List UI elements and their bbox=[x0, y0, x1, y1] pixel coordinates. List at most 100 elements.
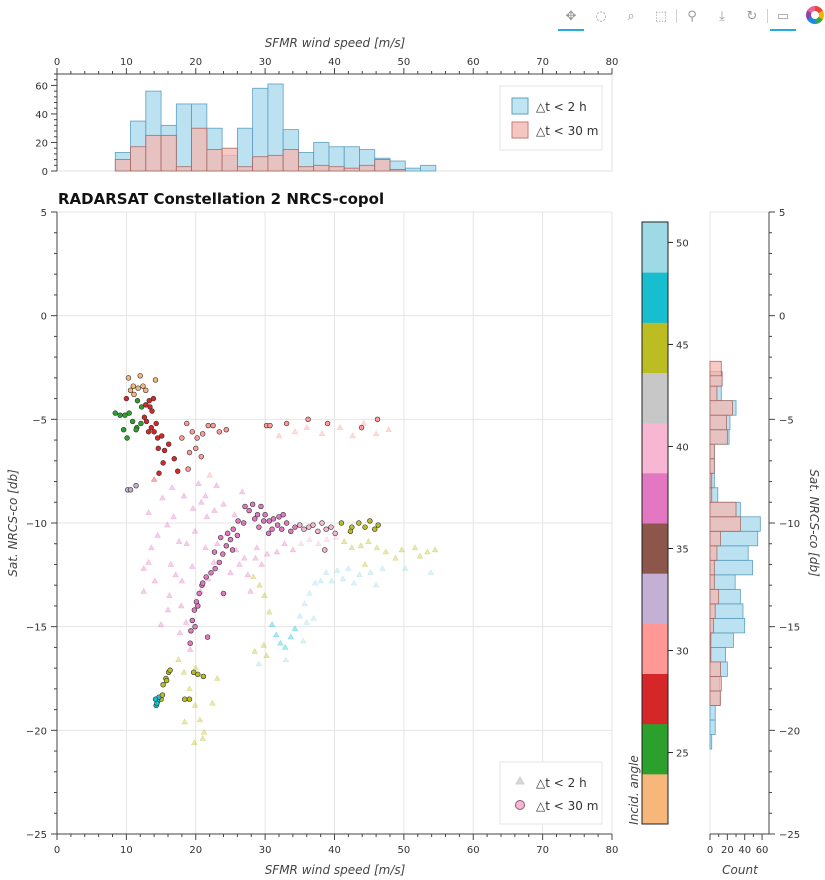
scatter-point-30m bbox=[227, 536, 234, 543]
colorbar-swatch bbox=[642, 422, 668, 474]
scatter-point-2h bbox=[339, 575, 347, 582]
right-hist-bar-30m bbox=[709, 472, 713, 489]
scatter-point-30m bbox=[154, 435, 161, 441]
scatter-point-2h bbox=[175, 656, 182, 663]
scatter-point-30m bbox=[276, 514, 282, 520]
scatter-point-2h bbox=[188, 562, 196, 569]
scatter-point-2h bbox=[287, 633, 295, 640]
top-hist-bar-30m bbox=[191, 127, 208, 172]
scatter-point-2h bbox=[183, 540, 191, 547]
top-x-tick-label: 60 bbox=[467, 57, 480, 68]
bokeh-logo-icon[interactable] bbox=[806, 6, 824, 24]
right-y-tick-label: −5 bbox=[779, 415, 794, 426]
scatter-point-2h bbox=[273, 548, 281, 555]
scatter-point-2h bbox=[200, 728, 208, 735]
scatter-point-2h bbox=[265, 608, 273, 615]
top-y-tick-label: 0 bbox=[42, 167, 48, 178]
right-hist-x-ticks: 0 20 40 60 bbox=[707, 834, 769, 856]
scatter-point-2h bbox=[328, 577, 336, 584]
scatter-point-30m bbox=[210, 422, 216, 429]
top-y-tick-label: 60 bbox=[35, 81, 48, 92]
scatter-point-30m bbox=[124, 435, 130, 441]
top-hist-y-ticks: 0 20 40 60 bbox=[35, 73, 57, 178]
colorbar-swatches bbox=[642, 222, 668, 825]
scatter-point-30m bbox=[211, 549, 218, 555]
scatter-point-30m bbox=[186, 696, 193, 702]
scatter-point-30m bbox=[133, 482, 139, 489]
box-select-icon[interactable]: ⬚ bbox=[654, 8, 668, 24]
scatter-point-2h bbox=[176, 629, 184, 636]
top-hist-bar-30m bbox=[313, 164, 330, 172]
scatter-point-30m bbox=[301, 526, 307, 532]
scatter-point-30m bbox=[150, 395, 157, 402]
scatter-point-30m bbox=[194, 435, 200, 441]
scatter-point-30m bbox=[203, 574, 209, 580]
right-x-tick-label: 40 bbox=[738, 845, 751, 856]
scatter-point-30m bbox=[127, 387, 134, 394]
scatter-point-30m bbox=[223, 543, 229, 549]
scatter-point-30m bbox=[123, 395, 130, 402]
scatter-point-30m bbox=[133, 427, 139, 433]
scatter-point-2h bbox=[272, 631, 280, 638]
scatter-point-30m bbox=[235, 518, 241, 524]
scatter-point-2h bbox=[365, 538, 372, 544]
box-zoom-icon[interactable]: ⌕ bbox=[627, 8, 635, 24]
scatter-point-30m bbox=[185, 466, 191, 472]
colorbar-tick-label: 30 bbox=[676, 647, 689, 658]
scatter-point-2h bbox=[192, 664, 200, 671]
colorbar-label: Incid. angle bbox=[627, 755, 641, 825]
right-x-tick-label: 60 bbox=[756, 845, 769, 856]
reset-icon[interactable]: ↻ bbox=[746, 8, 758, 24]
y-tick-label: −25 bbox=[26, 830, 47, 841]
top-hist-bar-30m bbox=[130, 146, 147, 172]
scatter-legend-label-30m: △t < 30 m bbox=[536, 799, 598, 813]
scatter-point-30m bbox=[328, 524, 334, 530]
scatter-point-30m bbox=[208, 570, 214, 576]
scatter-point-2h bbox=[151, 577, 159, 584]
scatter-point-2h bbox=[367, 569, 374, 576]
right-y-tick-label: −15 bbox=[779, 623, 800, 634]
x-tick-label: 70 bbox=[536, 845, 549, 856]
scatter-point-30m bbox=[324, 420, 331, 427]
top-hist-bar-30m bbox=[221, 147, 238, 172]
lasso-select-icon[interactable]: ◌ bbox=[595, 8, 607, 24]
scatter-point-30m bbox=[112, 410, 118, 416]
top-y-tick-label: 40 bbox=[35, 110, 48, 121]
scatter-point-30m bbox=[229, 547, 236, 553]
scatter-point-2h bbox=[317, 577, 324, 584]
save-icon[interactable]: ⤓ bbox=[719, 8, 725, 24]
scatter-point-30m bbox=[120, 427, 127, 433]
scatter-point-30m bbox=[198, 453, 205, 460]
hover-icon[interactable]: ▭ bbox=[768, 4, 798, 31]
scatter-point-30m bbox=[152, 377, 159, 383]
scatter-point-30m bbox=[186, 449, 193, 456]
scatter-point-2h bbox=[166, 591, 173, 598]
scatter-point-2h bbox=[350, 579, 358, 586]
scatter-point-30m bbox=[181, 696, 188, 702]
scatter-point-2h bbox=[253, 544, 261, 551]
scatter-point-30m bbox=[199, 580, 206, 586]
scatter-point-2h bbox=[250, 573, 257, 580]
colorbar-swatch bbox=[642, 472, 668, 524]
scatter-point-2h bbox=[291, 428, 299, 435]
scatter-point-30m bbox=[230, 526, 236, 532]
top-x-tick-label: 40 bbox=[328, 57, 341, 68]
right-histogram: 0 20 40 60 5 0 −5 −10 −15 −20 −25 Count Sat. NRCS… bbox=[707, 208, 821, 877]
scatter-point-2h bbox=[385, 426, 392, 432]
y-tick-label: −10 bbox=[26, 519, 47, 530]
wheel-zoom-icon[interactable]: ⚲ bbox=[687, 8, 697, 24]
scatter-point-2h bbox=[255, 660, 263, 667]
scatter-point-30m bbox=[280, 512, 286, 518]
scatter-point-30m bbox=[171, 456, 177, 462]
pan-tool-icon[interactable]: ✥ bbox=[556, 4, 586, 31]
right-y-tick-label: 5 bbox=[779, 208, 785, 219]
scatter-point-30m bbox=[126, 410, 132, 416]
scatter-point-2h bbox=[168, 484, 176, 491]
scatter-point-2h bbox=[197, 498, 205, 505]
colorbar-tick-label: 50 bbox=[676, 238, 689, 249]
scatter-point-2h bbox=[323, 535, 331, 542]
scatter-point-30m bbox=[193, 445, 199, 452]
scatter-point-30m bbox=[262, 512, 268, 518]
scatter-point-2h bbox=[299, 637, 307, 644]
top-legend-swatch-30m bbox=[511, 121, 529, 139]
